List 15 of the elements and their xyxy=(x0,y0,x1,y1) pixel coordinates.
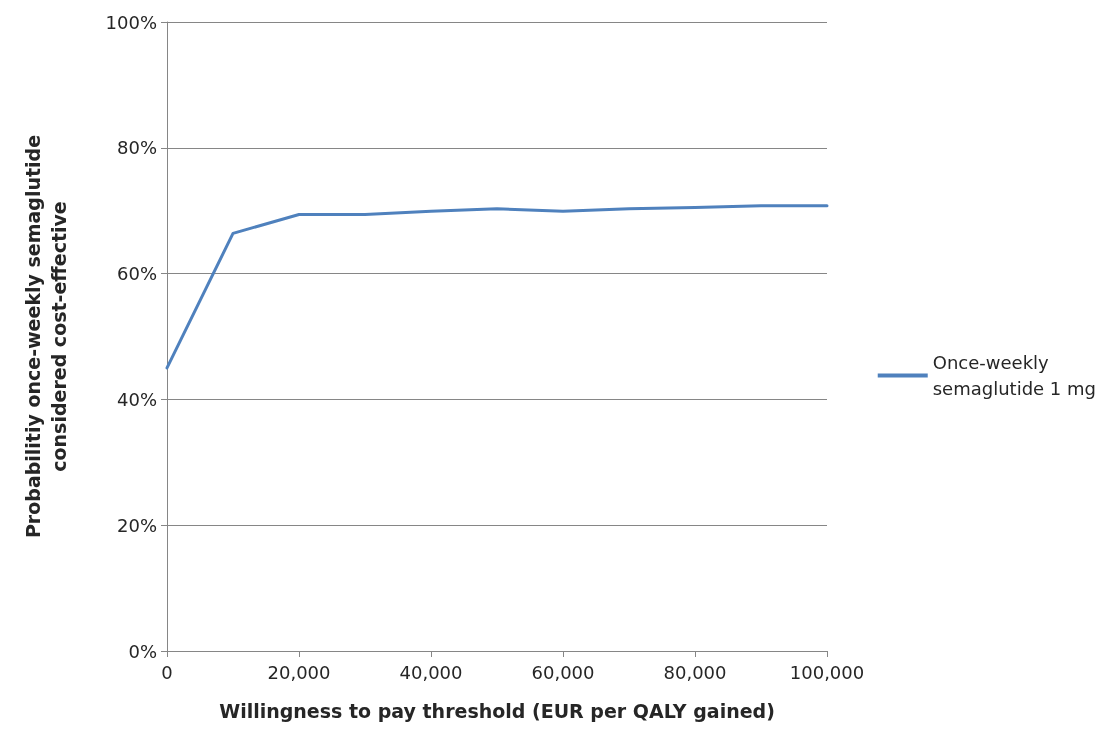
x-tick-label: 60,000 xyxy=(531,661,595,683)
x-tick-label: 20,000 xyxy=(267,661,331,683)
x-axis-title: Willingness to pay threshold (EUR per QALY gained) xyxy=(219,699,775,722)
y-tick-label: 40% xyxy=(116,388,157,410)
y-tick-label: 60% xyxy=(116,263,157,285)
y-tick-label: 100% xyxy=(105,11,157,33)
x-tick-label: 80,000 xyxy=(663,661,727,683)
y-tick-label: 80% xyxy=(116,137,157,159)
x-tick-label: 40,000 xyxy=(399,661,463,683)
x-tick-label: 0 xyxy=(161,661,173,683)
y-axis-title: Probabilitiy once-weekly semaglutide considered cost-effective xyxy=(22,134,70,539)
y-tick-label: 20% xyxy=(116,514,157,536)
x-tick-label: 100,000 xyxy=(789,661,865,683)
legend-label: Once-weekly semaglutide 1 mg xyxy=(932,352,1096,399)
y-tick-label: 0% xyxy=(128,640,157,662)
